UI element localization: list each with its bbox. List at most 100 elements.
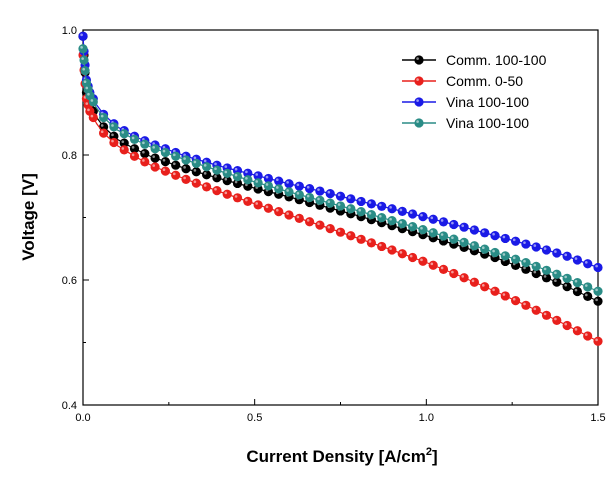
data-point [521,239,531,249]
data-point [541,310,552,320]
y-axis-title: Voltage [V] [19,173,38,261]
data-point [263,181,273,191]
data-point [593,262,603,273]
x-tick-label: 1.5 [590,412,605,424]
data-point [552,277,562,287]
data-point [305,184,315,194]
data-point [99,112,109,123]
data-point [181,155,191,165]
data-point [253,171,263,181]
data-point [325,198,335,208]
data-point [510,236,521,246]
data-point [253,200,263,210]
data-point [88,97,98,107]
data-point [531,268,541,279]
data-point [88,112,98,123]
data-point [325,224,335,234]
data-point [377,241,387,252]
data-point [315,195,325,205]
data-point [552,315,562,325]
data-point [202,162,212,172]
data-point [572,255,583,265]
data-point [521,258,531,268]
legend-label: Comm. 0-50 [446,73,523,89]
data-point [531,305,541,315]
series-4 [78,44,603,296]
legend-item: Comm. 0-50 [402,73,523,89]
y-tick-label: 0.4 [62,400,77,412]
data-point [418,212,428,222]
data-point [202,182,212,192]
data-point [469,277,479,287]
data-point [79,55,89,65]
data-point [490,231,500,241]
data-point [171,151,181,161]
data-point [150,153,160,163]
data-point [140,157,150,167]
data-point [243,168,253,178]
x-tick-label: 0.0 [75,412,90,424]
data-point [480,228,490,238]
data-point [274,176,284,186]
data-point [274,184,284,194]
data-point [346,194,356,204]
data-point [119,145,129,155]
series-2 [78,50,603,346]
data-point [387,216,397,226]
data-point [356,196,366,207]
data-point [243,175,253,185]
data-point [305,217,315,227]
data-point [408,209,418,219]
data-point [500,233,510,244]
data-point [119,138,129,148]
data-point [129,134,140,144]
data-point [284,210,294,220]
data-point [222,168,232,178]
data-point [78,44,88,54]
axes-layer: 0.0 0.5 1.0 1.5 0.4 0.6 0.8 1.0 [62,25,606,424]
data-point [469,225,479,235]
legend-marker [414,118,424,128]
legend-label: Comm. 100-100 [446,52,547,68]
data-point [335,201,346,211]
data-point [315,220,325,230]
data-point [78,31,88,41]
data-point [150,162,160,172]
data-point [243,196,253,206]
data-point [428,228,438,238]
data-point [284,187,294,197]
data-point [593,286,603,296]
data-point [449,219,459,230]
data-point [562,273,572,283]
data-point [294,213,304,223]
data-point [171,170,181,180]
data-point [428,214,438,224]
data-point [263,173,273,184]
data-point [449,268,459,279]
data-point [263,203,273,213]
legend-item: Vina 100-100 [402,94,529,110]
data-point [305,192,315,203]
data-point [469,241,479,251]
data-point [325,189,335,199]
data-point [119,129,129,139]
data-point [521,300,531,310]
data-point [346,231,356,241]
x-tick-label: 0.5 [247,412,262,424]
data-point [129,151,140,161]
data-point [335,191,346,201]
data-point [583,331,593,341]
legend-item: Comm. 100-100 [402,52,547,68]
data-point [510,296,521,306]
data-point [490,286,500,296]
data-point [480,244,490,254]
x-axis-title-superscript: 2 [426,446,432,458]
data-point [181,164,191,174]
data-point [315,186,325,196]
data-point [140,139,150,149]
data-point [428,260,438,270]
data-point [593,336,603,346]
legend-item: Vina 100-100 [402,115,529,131]
data-point [222,176,232,186]
